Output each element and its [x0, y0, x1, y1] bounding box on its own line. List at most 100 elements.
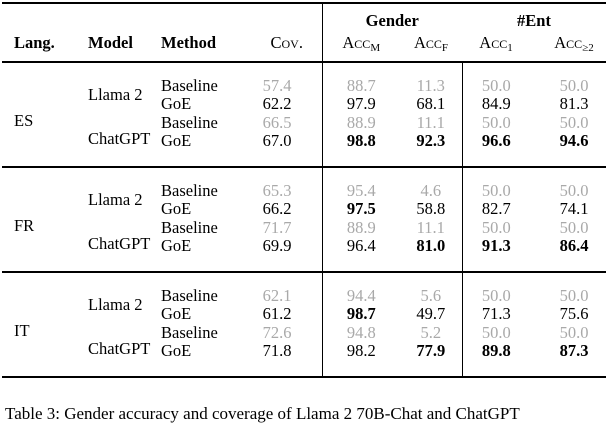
acc-sub-1: 1 — [507, 42, 513, 54]
acc-1-cell: 50.0 — [461, 218, 531, 237]
acc-label: Acc — [554, 33, 583, 52]
group-header-ent: #Ent — [517, 10, 551, 30]
lang-cell: IT — [14, 320, 30, 340]
acc-1-cell: 71.3 — [461, 304, 531, 324]
acc-m-cell: 98.7 — [321, 304, 400, 324]
acc-sub-m: M — [370, 42, 381, 54]
cov-cell: 62.2 — [262, 94, 292, 113]
acc-1-cell: 91.3 — [461, 236, 531, 272]
acc-ge2-cell: 81.3 — [559, 94, 589, 113]
acc-ge2-cell: 74.1 — [559, 199, 589, 218]
acc-m-cell: 97.9 — [321, 94, 400, 114]
cov-cell: 66.5 — [262, 112, 292, 132]
acc-f-cell: 11.3 — [416, 75, 445, 95]
table-row: ES Llama 2 Baseline 57.4 88.7 11.3 50.0 … — [2, 61, 606, 130]
method-cell: Baseline — [161, 285, 218, 305]
section-fr: FR Llama 2 Baseline 65.3 95.4 4.6 50.0 5… — [2, 166, 607, 272]
method-cell: Baseline — [161, 75, 218, 95]
section-es: ES Llama 2 Baseline 57.4 88.7 11.3 50.0 … — [2, 61, 606, 167]
acc-ge2-cell: 50.0 — [559, 285, 589, 305]
table-row: ChatGPT Baseline 71.7 88.9 11.1 50.0 50.… — [2, 217, 606, 253]
acc-m-cell: 98.8 — [321, 131, 400, 167]
col-header-acc-f: AccF — [400, 32, 462, 62]
cov-cell: 62.1 — [262, 285, 292, 305]
group-header-gender: Gender — [321, 3, 463, 32]
acc-f-cell: 11.1 — [416, 217, 445, 237]
method-cell: GoE — [161, 341, 192, 360]
table-caption: Table 3: Gender accuracy and coverage of… — [5, 404, 520, 423]
acc-f-cell: 49.7 — [416, 304, 446, 323]
col-header-cov: Cov. — [270, 33, 303, 52]
acc-m-cell: 94.4 — [321, 271, 400, 305]
acc-f-cell: 5.6 — [420, 285, 442, 305]
acc-f-cell: 58.8 — [416, 199, 446, 218]
acc-1-cell: 50.0 — [461, 61, 531, 95]
acc-label: Acc — [342, 33, 371, 52]
model-cell: Llama 2 — [88, 189, 143, 209]
cov-cell: 72.6 — [262, 322, 292, 342]
col-header-acc-m: AccM — [321, 32, 400, 62]
col-header-method: Method — [161, 33, 216, 52]
cov-cell: 69.9 — [262, 236, 292, 255]
cov-cell: 71.7 — [262, 217, 292, 237]
acc-1-cell: 50.0 — [461, 113, 531, 132]
table-row: ChatGPT Baseline 72.6 94.8 5.2 50.0 50.0 — [2, 322, 606, 358]
table-row: FR Llama 2 Baseline 65.3 95.4 4.6 50.0 5… — [2, 166, 606, 235]
table-header: Gender #Ent Lang. Model Method Cov. AccM… — [2, 3, 607, 62]
acc-m-cell: 98.2 — [321, 341, 400, 377]
col-header-acc-1: Acc1 — [462, 32, 530, 62]
method-cell: GoE — [161, 131, 192, 150]
acc-sub-f: F — [441, 42, 449, 54]
acc-1-cell: 50.0 — [461, 323, 531, 342]
acc-1-cell: 82.7 — [461, 199, 531, 219]
table-row: GoE 67.0 98.8 92.3 96.6 94.6 — [2, 131, 606, 167]
cov-cell: 61.2 — [262, 304, 292, 323]
model-cell: Llama 2 — [88, 84, 143, 104]
col-header-lang: Lang. — [14, 33, 55, 52]
lang-cell: FR — [14, 215, 35, 235]
acc-ge2-cell: 75.6 — [559, 304, 589, 323]
cov-cell: 67.0 — [262, 131, 292, 150]
acc-m-cell: 88.9 — [321, 218, 400, 237]
acc-ge2-cell: 87.3 — [559, 341, 589, 360]
method-cell: Baseline — [161, 180, 218, 200]
acc-m-cell: 88.7 — [321, 61, 400, 95]
acc-1-cell: 50.0 — [461, 271, 531, 305]
acc-ge2-cell: 50.0 — [559, 217, 589, 237]
column-header-row: Lang. Model Method Cov. AccM AccF Acc1 A… — [2, 32, 606, 62]
acc-f-cell: 77.9 — [416, 341, 446, 360]
table-row: GoE 66.2 97.5 58.8 82.7 74.1 — [2, 199, 606, 219]
section-it: IT Llama 2 Baseline 62.1 94.4 5.6 50.0 5… — [2, 271, 607, 377]
acc-ge2-cell: 50.0 — [559, 322, 589, 342]
table-row: GoE 62.2 97.9 68.1 84.9 81.3 — [2, 94, 606, 114]
col-header-acc-ge2: Acc≥2 — [530, 32, 606, 62]
model-cell: ChatGPT — [88, 129, 151, 149]
results-table-wrapper: Gender #Ent Lang. Model Method Cov. AccM… — [2, 2, 607, 378]
cov-cell: 57.4 — [262, 75, 292, 95]
cov-cell: 65.3 — [262, 180, 292, 200]
model-cell: ChatGPT — [88, 234, 151, 254]
cov-cell: 66.2 — [262, 199, 292, 218]
acc-f-cell: 11.1 — [416, 112, 445, 132]
acc-m-cell: 95.4 — [321, 166, 400, 200]
cov-cell: 71.8 — [262, 341, 292, 360]
acc-ge2-cell: 50.0 — [559, 75, 589, 95]
acc-label: Acc — [479, 33, 508, 52]
method-cell: GoE — [161, 304, 192, 323]
acc-1-cell: 89.8 — [461, 341, 531, 377]
table-row: GoE 69.9 96.4 81.0 91.3 86.4 — [2, 236, 606, 272]
acc-ge2-cell: 86.4 — [559, 236, 589, 255]
acc-ge2-cell: 50.0 — [559, 180, 589, 200]
model-cell: Llama 2 — [88, 294, 143, 314]
lang-cell: ES — [14, 110, 34, 130]
acc-f-cell: 68.1 — [416, 94, 446, 113]
results-table: Gender #Ent Lang. Model Method Cov. AccM… — [2, 2, 607, 378]
acc-f-cell: 4.6 — [420, 180, 442, 200]
method-cell: Baseline — [161, 112, 218, 132]
method-cell: GoE — [161, 199, 192, 218]
table-row: GoE 61.2 98.7 49.7 71.3 75.6 — [2, 304, 606, 324]
group-header-spacer — [2, 3, 322, 32]
acc-1-cell: 96.6 — [461, 131, 531, 167]
acc-label: Acc — [413, 33, 442, 52]
acc-sub-ge2: ≥2 — [582, 42, 594, 54]
